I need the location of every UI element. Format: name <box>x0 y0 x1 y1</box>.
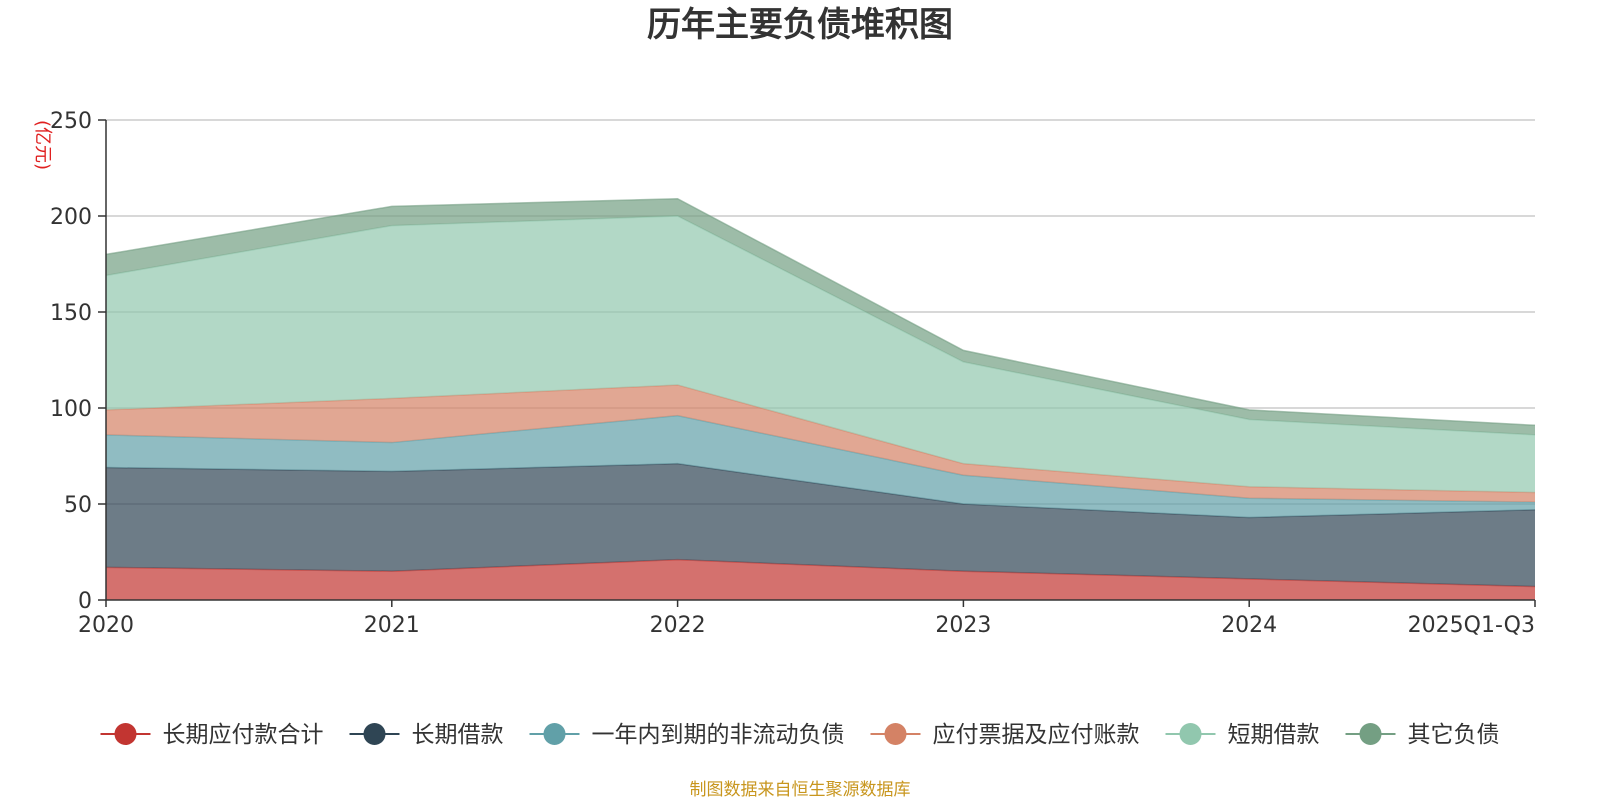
legend-circle-icon <box>363 723 386 745</box>
data-source-note: 制图数据来自恒生聚源数据库 <box>690 780 911 800</box>
x-tick-label: 2023 <box>935 613 991 638</box>
axes: 2020 2021 2022 2023 2024 2025Q1-Q3 <box>78 120 1536 638</box>
y-tick-label: 250 <box>50 109 92 134</box>
legend[interactable]: 长期应付款合计 长期借款 一年内到期的非流动负债 应付票据及应付账款 短期借款 其它负债 <box>100 722 1500 748</box>
legend-circle-icon <box>114 723 137 745</box>
x-tick-label: 2025Q1-Q3 <box>1408 613 1535 638</box>
legend-item[interactable]: 长期借款 <box>349 722 504 748</box>
legend-item[interactable]: 一年内到期的非流动负债 <box>529 722 845 748</box>
y-tick-label: 100 <box>50 397 92 422</box>
legend-label: 其它负债 <box>1408 722 1500 748</box>
legend-circle-icon <box>543 723 566 745</box>
legend-item[interactable]: 其它负债 <box>1345 722 1500 748</box>
x-tick-label: 2021 <box>364 613 420 638</box>
legend-label: 短期借款 <box>1228 722 1320 748</box>
legend-label: 应付票据及应付账款 <box>933 722 1140 748</box>
area-series-5[interactable] <box>106 216 1535 493</box>
legend-label: 长期应付款合计 <box>163 722 324 748</box>
legend-item[interactable]: 长期应付款合计 <box>100 722 324 748</box>
y-tick-label: 50 <box>64 493 92 518</box>
area-series-4[interactable] <box>106 384 1535 503</box>
legend-circle-icon <box>884 723 907 745</box>
y-axis-unit-label: (亿元) <box>32 120 53 170</box>
legend-item[interactable]: 应付票据及应付账款 <box>870 722 1140 748</box>
area-series-3[interactable] <box>106 415 1535 518</box>
legend-label: 一年内到期的非流动负债 <box>592 722 845 748</box>
legend-label: 长期借款 <box>412 722 504 748</box>
area-series-6-line <box>105 197 1536 427</box>
y-tick-label: 150 <box>50 301 92 326</box>
chart-title: 历年主要负债堆积图 <box>647 5 953 45</box>
legend-circle-icon <box>1359 723 1382 745</box>
y-tick-label: 0 <box>78 589 92 614</box>
area-series-2[interactable] <box>106 463 1535 587</box>
x-tick-label: 2024 <box>1221 613 1277 638</box>
legend-item[interactable]: 短期借款 <box>1165 722 1320 748</box>
y-tick-label: 200 <box>50 205 92 230</box>
x-tick-label: 2022 <box>650 613 706 638</box>
x-tick-label: 2020 <box>78 613 134 638</box>
area-series-1[interactable] <box>106 559 1535 600</box>
legend-circle-icon <box>1179 723 1202 745</box>
stacked-areas <box>105 197 1536 600</box>
